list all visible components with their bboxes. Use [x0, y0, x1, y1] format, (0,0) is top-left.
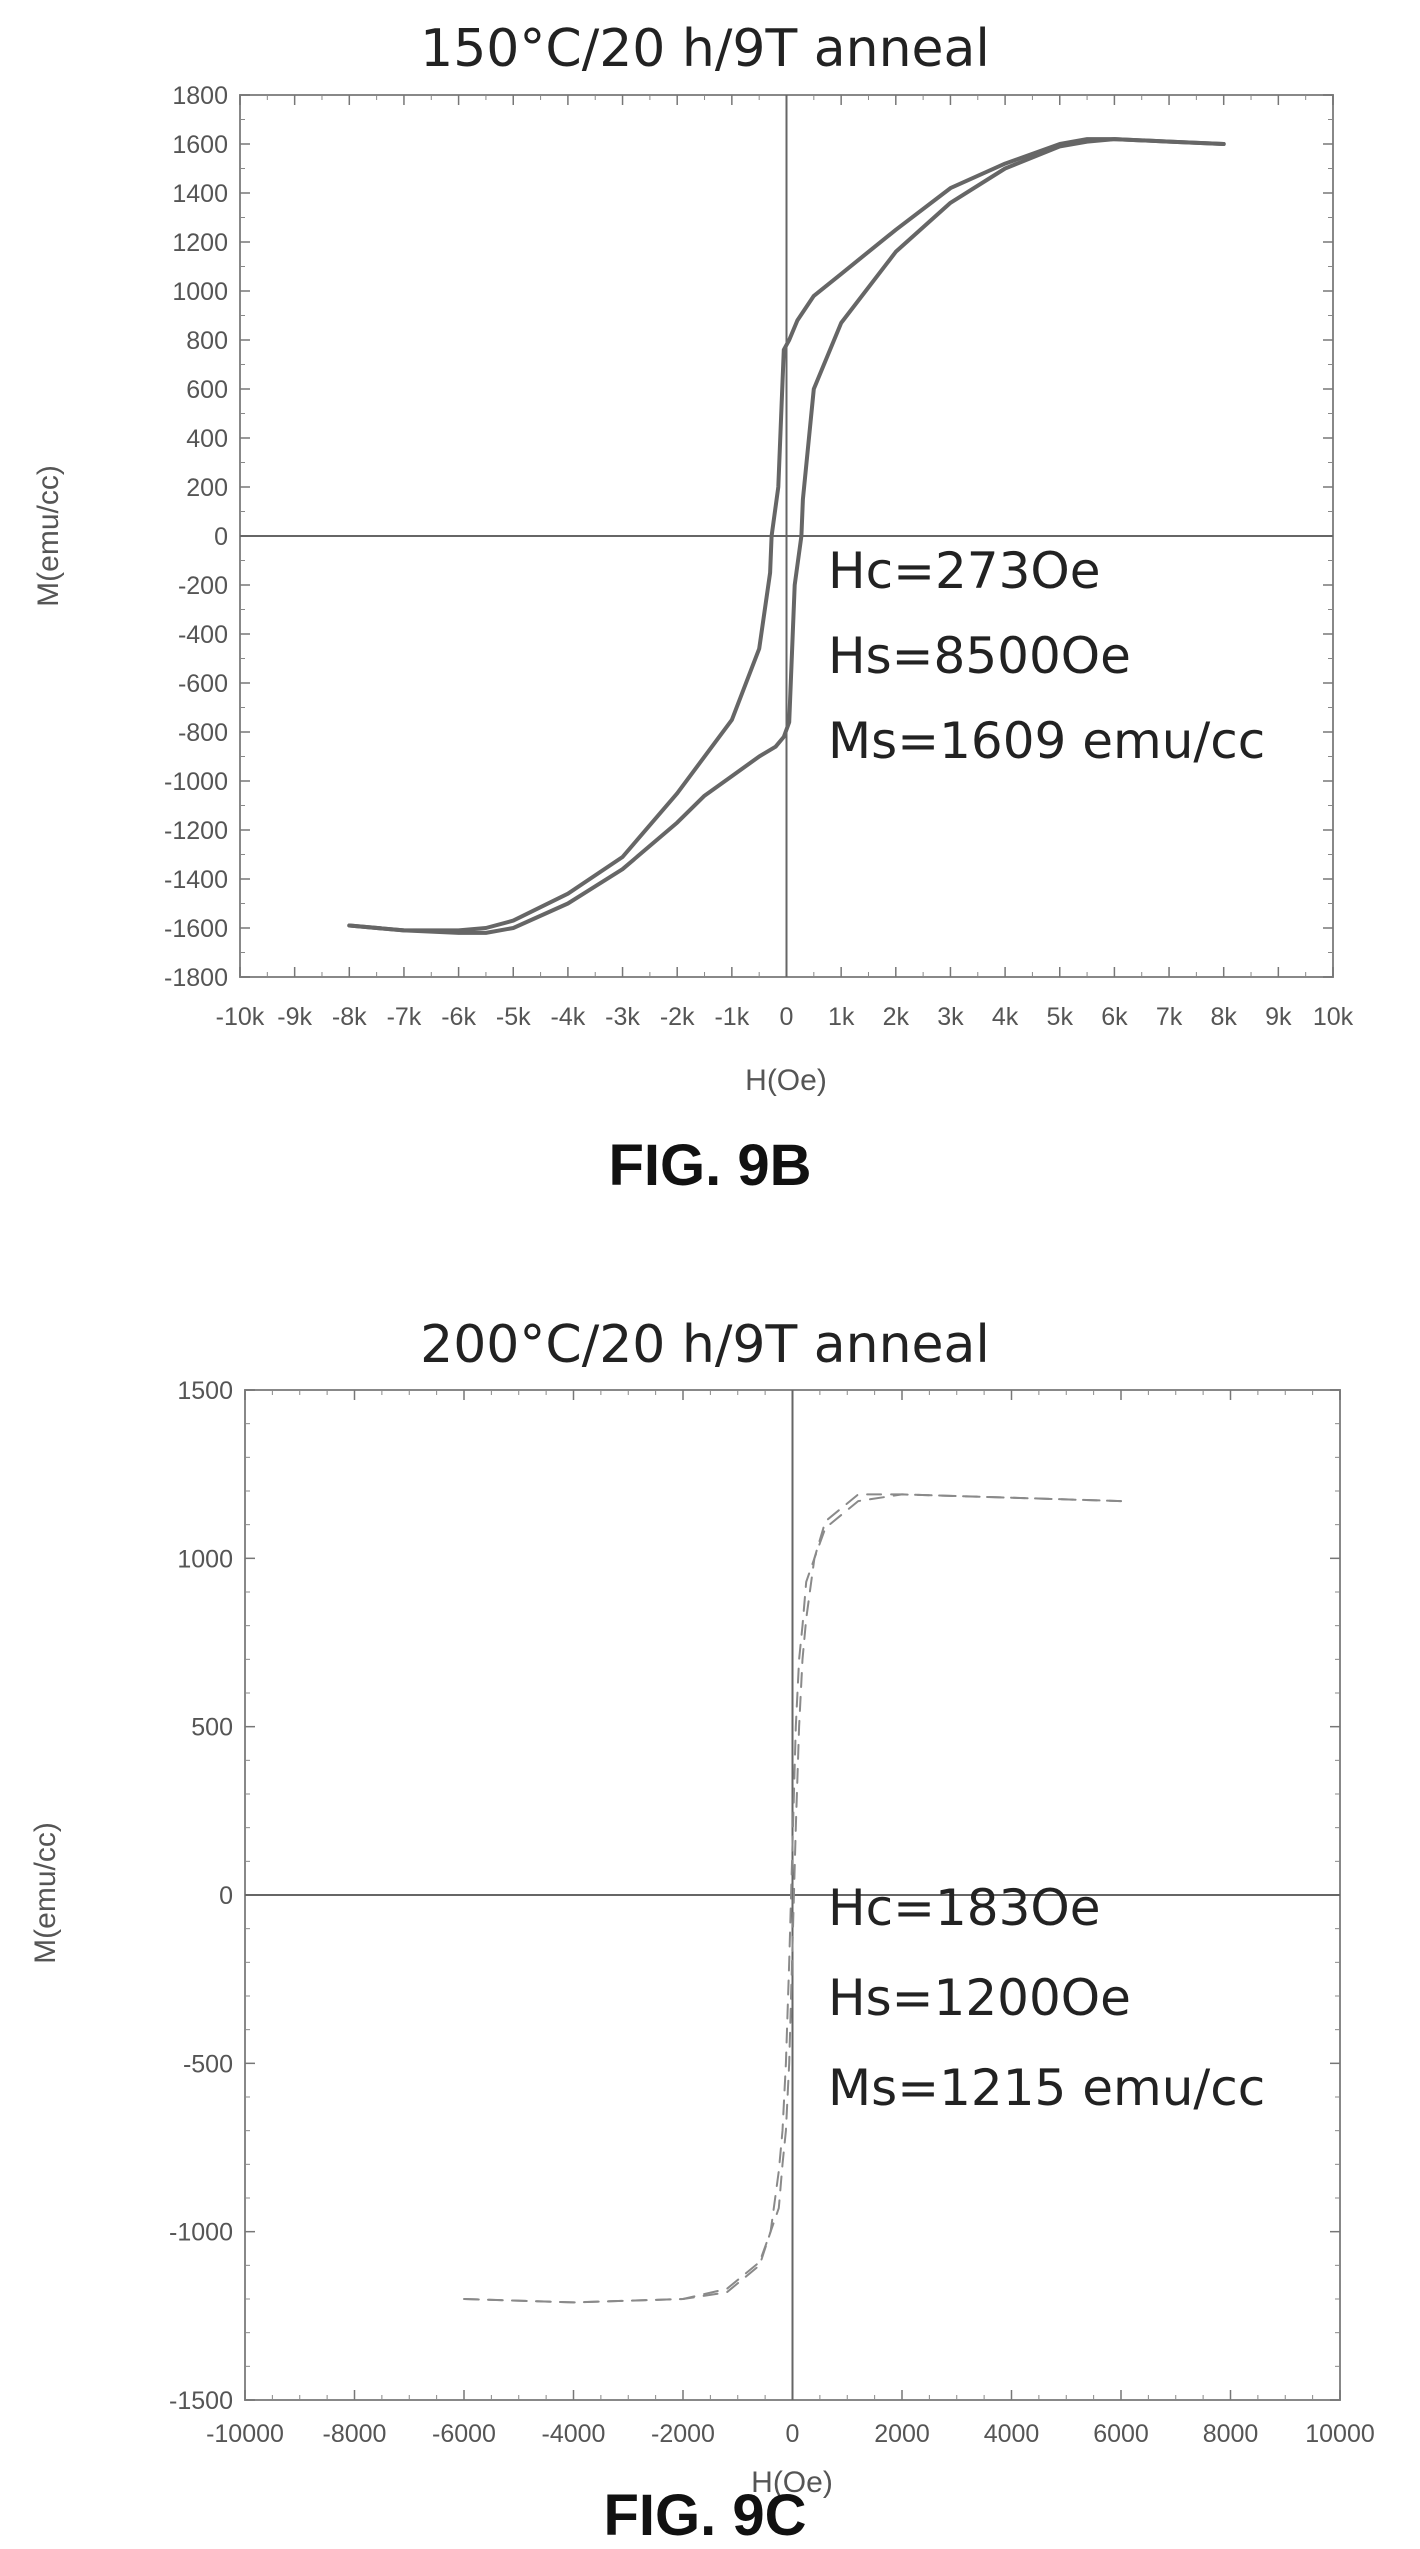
- descending-branch-line: [347, 137, 1226, 933]
- y-tick-label: -400: [178, 621, 228, 649]
- x-tick-label: -5k: [496, 1003, 531, 1031]
- x-tick-label: 10k: [1313, 1003, 1354, 1031]
- y-tick-label: 600: [186, 376, 228, 404]
- x-tick-label: 8000: [1203, 2420, 1259, 2448]
- x-tick-label: -2k: [660, 1003, 695, 1031]
- x-tick-label: -2000: [651, 2420, 715, 2448]
- x-tick-label: -3k: [605, 1003, 640, 1031]
- annotation-hc: Hc=273Oe: [828, 542, 1101, 600]
- x-axis-label: H(Oe): [745, 1064, 827, 1097]
- x-tick-label: 2k: [883, 1003, 910, 1031]
- x-tick-label: 4000: [984, 2420, 1040, 2448]
- y-tick-label: -800: [178, 719, 228, 747]
- chart-fig-9c: 200°C/20 h/9T anneal -10000 -8000 -6000 -40…: [29, 1315, 1375, 2548]
- y-tick-label: 1000: [172, 278, 228, 306]
- y-tick-label: -1000: [169, 2219, 233, 2247]
- x-tick-label: 5k: [1047, 1003, 1074, 1031]
- y-tick-label: -1800: [164, 964, 228, 992]
- y-tick-label: -600: [178, 670, 228, 698]
- x-tick-label: -6000: [432, 2420, 496, 2448]
- y-tick-label: 1000: [177, 1545, 233, 1573]
- y-tick-label: 1800: [172, 82, 228, 110]
- chart-fig-9b: 150°C/20 h/9T anneal -10k -9k -8k -7k -6k -5k…: [32, 19, 1354, 1198]
- y-axis-label: M(emu/cc): [32, 465, 65, 607]
- chart-title: 150°C/20 h/9T anneal: [420, 19, 990, 79]
- x-tick-label: 1k: [828, 1003, 855, 1031]
- x-tick-label: -1k: [714, 1003, 749, 1031]
- annotation-ms: Ms=1215 emu/cc: [828, 2059, 1265, 2117]
- y-tick-label: -1400: [164, 866, 228, 894]
- x-tick-label: 3k: [937, 1003, 964, 1031]
- y-tick-label: -1500: [169, 2387, 233, 2415]
- x-axis-label: H(Oe): [751, 2466, 833, 2499]
- y-tick-label: 0: [214, 523, 228, 551]
- annotation-hc: Hc=183Oe: [828, 1879, 1101, 1937]
- x-tick-label: -6k: [441, 1003, 476, 1031]
- y-tick-label: -1600: [164, 915, 228, 943]
- y-tick-label: 1500: [177, 1377, 233, 1405]
- y-axis-label: M(emu/cc): [29, 1822, 62, 1964]
- figure-label: FIG. 9B: [608, 1133, 811, 1198]
- tick-group: -10000 -8000 -6000 -4000 -2000 0 2000 4000 6000 8…: [169, 1377, 1375, 2448]
- annotation-ms: Ms=1609 emu/cc: [828, 712, 1265, 770]
- y-tick-label: 200: [186, 474, 228, 502]
- series-group: [463, 1493, 1122, 2304]
- y-tick-label: 800: [186, 327, 228, 355]
- x-tick-label: 4k: [992, 1003, 1019, 1031]
- y-tick-label: 1600: [172, 131, 228, 159]
- x-tick-label: 0: [780, 1003, 794, 1031]
- y-tick-label: 500: [191, 1714, 233, 1742]
- x-tick-label: -8k: [332, 1003, 367, 1031]
- descending-branch-line: [463, 1493, 1122, 2304]
- ascending-branch-line: [463, 1493, 1122, 2304]
- zero-axes: [245, 1390, 1340, 2400]
- y-tick-label: 1400: [172, 180, 228, 208]
- series-group: [347, 137, 1226, 935]
- x-tick-label: 7k: [1156, 1003, 1183, 1031]
- zero-axes: [240, 95, 1333, 977]
- figure-label: FIG. 9C: [603, 2483, 806, 2548]
- y-tick-label: 400: [186, 425, 228, 453]
- x-tick-label: 2000: [874, 2420, 930, 2448]
- x-tick-label: -10000: [206, 2420, 284, 2448]
- y-tick-label: -200: [178, 572, 228, 600]
- x-tick-label: 6000: [1093, 2420, 1149, 2448]
- x-tick-label: 10000: [1305, 2420, 1375, 2448]
- x-tick-label: -10k: [216, 1003, 265, 1031]
- y-tick-label: 1200: [172, 229, 228, 257]
- x-tick-label: -4000: [542, 2420, 606, 2448]
- annotation-hs: Hs=1200Oe: [828, 1969, 1131, 2027]
- y-tick-label: 0: [219, 1882, 233, 1910]
- x-tick-label: 9k: [1265, 1003, 1292, 1031]
- y-tick-label: -500: [183, 2050, 233, 2078]
- chart-title: 200°C/20 h/9T anneal: [420, 1315, 990, 1375]
- x-tick-label: -4k: [551, 1003, 586, 1031]
- annotation-hs: Hs=8500Oe: [828, 627, 1131, 685]
- x-tick-label: -8000: [323, 2420, 387, 2448]
- x-tick-label: 0: [786, 2420, 800, 2448]
- y-tick-label: -1000: [164, 768, 228, 796]
- x-tick-label: 6k: [1101, 1003, 1128, 1031]
- x-tick-label: -7k: [387, 1003, 422, 1031]
- x-tick-label: -9k: [277, 1003, 312, 1031]
- x-tick-label: 8k: [1210, 1003, 1237, 1031]
- y-tick-label: -1200: [164, 817, 228, 845]
- ascending-branch-line: [347, 137, 1226, 935]
- tick-group: -10k -9k -8k -7k -6k -5k -4k -3k -2k -1k 0 1k 2k 3k 4k…: [164, 82, 1354, 1031]
